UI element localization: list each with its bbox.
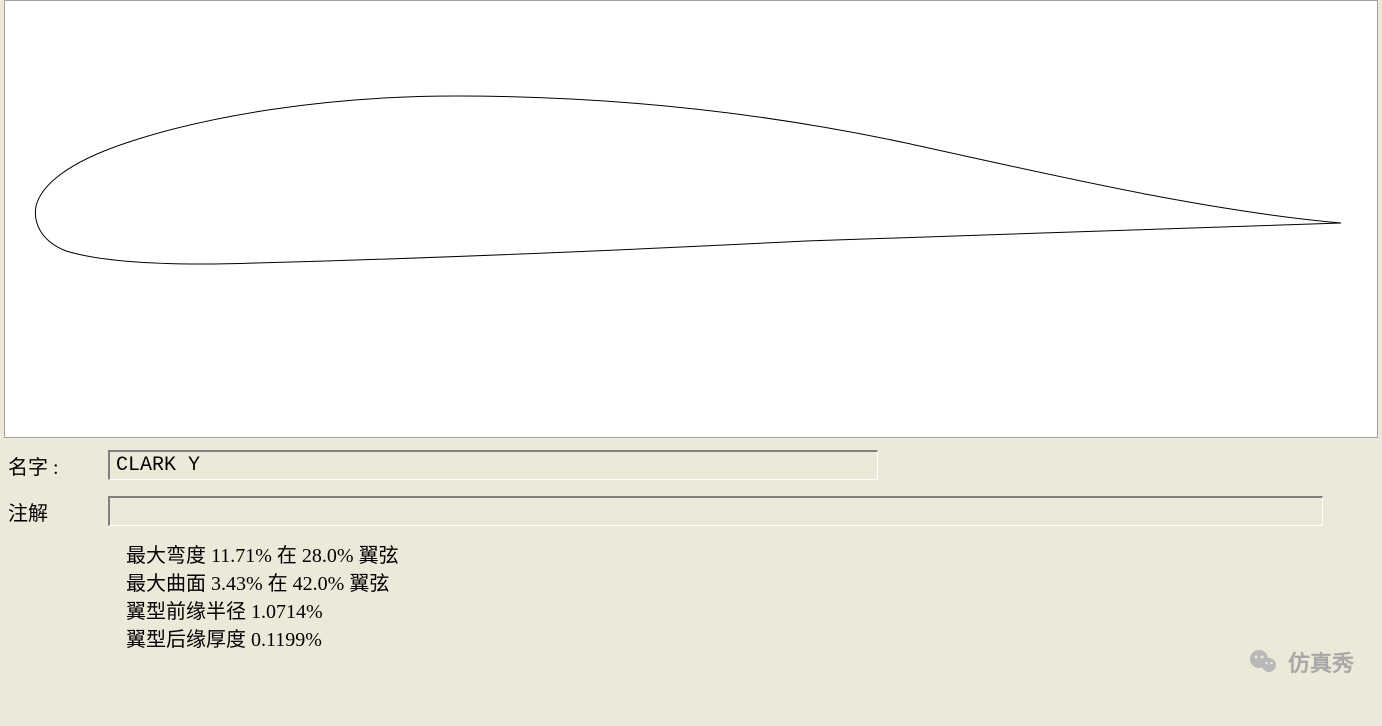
stat-line-max-camber: 最大弯度 11.71% 在 28.0% 翼弦 <box>126 542 1374 570</box>
wechat-icon <box>1248 647 1278 677</box>
watermark-text: 仿真秀 <box>1288 646 1354 678</box>
comment-label: 注解 <box>8 497 108 526</box>
name-input[interactable] <box>108 450 878 480</box>
name-label: 名字 : <box>8 451 108 480</box>
stat-line-max-thickness: 最大曲面 3.43% 在 42.0% 翼弦 <box>126 570 1374 598</box>
airfoil-profile-path <box>35 96 1341 264</box>
comment-input[interactable] <box>108 496 1323 526</box>
watermark: 仿真秀 <box>1248 646 1354 678</box>
airfoil-display-panel <box>4 0 1378 438</box>
stat-line-te-thickness: 翼型后缘厚度 0.1199% <box>126 626 1374 654</box>
form-area: 名字 : 注解 最大弯度 11.71% 在 28.0% 翼弦 最大曲面 3.43… <box>0 438 1382 654</box>
stats-block: 最大弯度 11.71% 在 28.0% 翼弦 最大曲面 3.43% 在 42.0… <box>8 542 1374 654</box>
comment-row: 注解 <box>8 496 1374 526</box>
stat-line-le-radius: 翼型前缘半径 1.0714% <box>126 598 1374 626</box>
airfoil-curve-svg <box>5 1 1377 437</box>
name-row: 名字 : <box>8 450 1374 480</box>
